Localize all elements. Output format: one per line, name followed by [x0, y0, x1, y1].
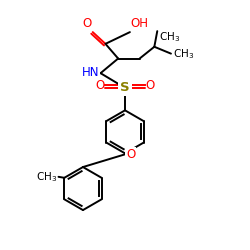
- Text: CH$_3$: CH$_3$: [173, 48, 194, 62]
- Text: S: S: [120, 81, 130, 94]
- Text: O: O: [126, 148, 135, 161]
- Text: HN: HN: [82, 66, 100, 79]
- Text: O: O: [146, 80, 155, 92]
- Text: OH: OH: [131, 17, 149, 30]
- Text: O: O: [95, 80, 104, 92]
- Text: O: O: [82, 17, 92, 30]
- Text: CH$_3$: CH$_3$: [36, 170, 58, 184]
- Text: CH$_3$: CH$_3$: [159, 30, 180, 44]
